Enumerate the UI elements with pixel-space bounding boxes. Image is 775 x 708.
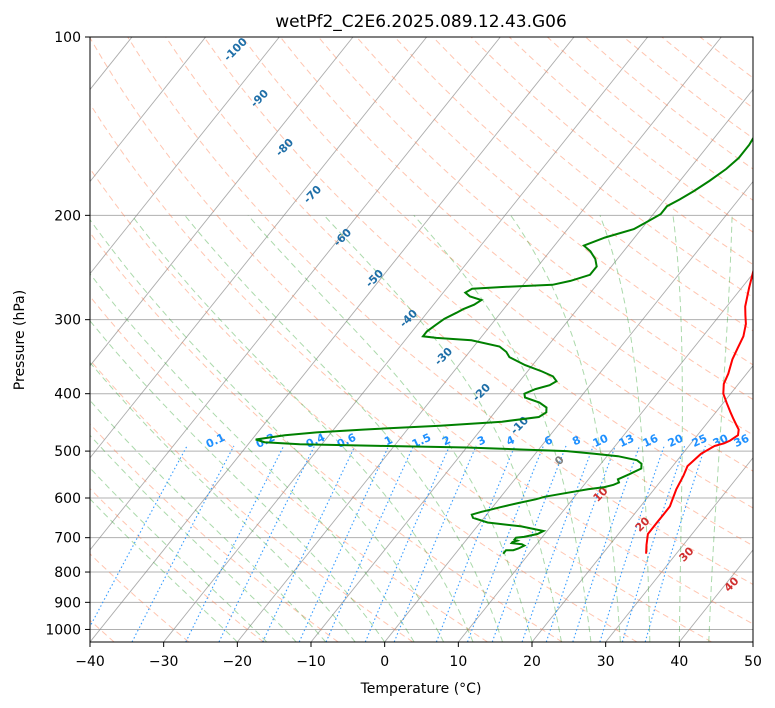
- mixing-ratio-line: [466, 445, 544, 642]
- y-tick-label: 200: [54, 208, 81, 224]
- isotherm-line: [90, 37, 280, 275]
- dry-adiabat-line: [90, 359, 414, 642]
- y-axis-label: Pressure (hPa): [12, 290, 28, 390]
- moist-adiabat-line: [90, 467, 268, 642]
- dry-adiabat-line: [90, 423, 339, 642]
- dry-adiabat-line: [127, 37, 753, 586]
- dry-adiabat-line: [318, 37, 753, 401]
- mixing-ratio-line: [185, 445, 285, 642]
- y-tick-label: 1000: [45, 622, 81, 638]
- x-tick-label: 50: [744, 654, 762, 670]
- moist-adiabat-line: [599, 215, 651, 642]
- y-tick-label: 600: [54, 491, 81, 507]
- dry-adiabats: [90, 37, 753, 642]
- y-tick-label: 500: [54, 444, 81, 460]
- y-tick-label: 300: [54, 313, 81, 329]
- x-tick-label: 30: [597, 654, 615, 670]
- dry-adiabat-line: [90, 295, 488, 642]
- y-tick-label: 800: [54, 565, 81, 581]
- isotherm-line: [384, 180, 753, 642]
- dry-adiabat-line: [394, 37, 753, 332]
- x-axis: −40 −30 −20 −10 0 10 20 30 40 50: [75, 642, 762, 670]
- moist-adiabat-line: [90, 361, 356, 642]
- mixing-ratio-line: [364, 445, 451, 642]
- isotherm-line: [90, 37, 575, 642]
- x-axis-label: Temperature (°C): [360, 681, 482, 697]
- moist-adiabat-line: [90, 218, 445, 642]
- x-tick-label: 40: [670, 654, 688, 670]
- moist-adiabat-line: [90, 498, 238, 642]
- mixing-ratio-lines: [90, 445, 706, 642]
- dry-adiabat-line: [90, 553, 190, 642]
- isotherm-line: [310, 88, 753, 642]
- mixing-ratio-line: [599, 445, 665, 642]
- mixing-ratio-line: [644, 445, 706, 642]
- plot-area: 0.1 0.2 0.4 0.6 1 1.5 2 3 4 6 8 10 13 16 20 25 30 36-100-…: [90, 37, 753, 642]
- isotherm-line: [90, 37, 207, 183]
- isotherm-line: [163, 37, 649, 642]
- isotherm-line: [90, 37, 501, 551]
- dry-adiabat-line: [90, 37, 753, 625]
- mixing-ratio-label: 10: [591, 432, 611, 450]
- isotherm-line: [605, 457, 753, 642]
- moist-adiabat-line: [323, 214, 562, 642]
- y-tick-label: 700: [54, 531, 81, 547]
- y-tick-label: 900: [54, 595, 81, 611]
- temperature-profile-line: [645, 268, 753, 554]
- dry-adiabat-line: [90, 231, 563, 642]
- x-tick-label: −40: [75, 654, 105, 670]
- isotherm-line: [90, 37, 428, 459]
- moist-adiabat-line: [131, 215, 474, 642]
- moist-adiabat-line: [413, 214, 592, 642]
- mixing-ratio-line: [325, 445, 414, 642]
- mixing-ratio-line: [545, 445, 616, 642]
- moist-adiabat-line: [672, 215, 683, 642]
- mixing-ratio-label: 20: [666, 432, 686, 450]
- dry-adiabat-line: [356, 37, 753, 366]
- moist-adiabat-line: [708, 215, 733, 642]
- dewpoint-profile-line: [255, 136, 753, 555]
- dry-adiabat-line: [90, 103, 712, 642]
- moist-adiabat-line: [90, 273, 415, 642]
- y-tick-label: 400: [54, 387, 81, 403]
- mixing-ratio-label: 13: [617, 432, 636, 450]
- isotherm-line: [236, 37, 722, 642]
- x-tick-label: −30: [149, 654, 179, 670]
- isotherms: [90, 37, 753, 642]
- y-tick-label: 100: [54, 30, 81, 46]
- mixing-ratio-line: [621, 445, 686, 642]
- chart-title: wetPf2_C2E6.2025.089.12.43.G06: [275, 12, 567, 32]
- x-tick-label: 0: [380, 654, 389, 670]
- dry-adiabat-line: [165, 37, 753, 547]
- x-tick-label: −20: [223, 654, 253, 670]
- moist-adiabat-line: [510, 215, 621, 642]
- mixing-ratio-line: [572, 445, 641, 642]
- isotherm-line: [531, 365, 753, 642]
- isotherm-line: [457, 272, 753, 642]
- moist-adiabats: [90, 214, 733, 642]
- x-tick-label: 20: [523, 654, 541, 670]
- x-tick-label: 10: [449, 654, 467, 670]
- y-axis: 100 200 300 400 500 600 700 800 900 1000: [45, 30, 90, 638]
- moist-adiabat-line: [90, 320, 386, 642]
- mixing-ratio-line: [218, 445, 315, 642]
- dry-adiabat-line: [90, 167, 638, 642]
- mixing-ratio-line: [491, 445, 567, 642]
- moist-adiabat-line: [90, 434, 297, 642]
- moist-adiabat-line: [90, 399, 327, 642]
- dry-adiabat-line: [203, 37, 753, 509]
- mixing-ratio-label: 25: [690, 432, 709, 450]
- mixing-ratio-label: 16: [641, 432, 661, 450]
- moist-adiabat-line: [247, 214, 533, 642]
- x-tick-label: −10: [296, 654, 326, 670]
- plot-frame: [89, 36, 754, 643]
- isotherm-line: [90, 37, 354, 367]
- moist-adiabat-line: [184, 214, 503, 642]
